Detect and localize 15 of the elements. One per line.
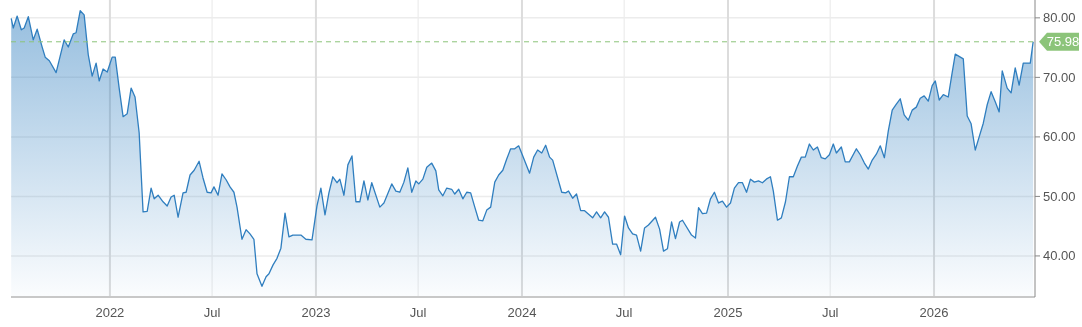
x-tick-label: 2023 [301,305,331,320]
y-tick-label: 40.00 [1043,248,1076,264]
x-tick-label: Jul [615,305,633,320]
y-tick-label: 80.00 [1043,10,1076,26]
x-tick-label: 2026 [919,305,949,320]
x-tick-label: Jul [409,305,427,320]
x-tick-label: 2022 [95,305,125,320]
y-tick-label: 70.00 [1043,69,1076,85]
x-tick-label: 2025 [713,305,743,320]
x-tick-label: Jul [821,305,839,320]
x-tick-label: Jul [203,305,221,320]
x-tick-label: 2024 [507,305,537,320]
ref-line-label: 75.98 [1046,34,1080,50]
y-tick-label: 60.00 [1043,129,1076,145]
y-tick-label: 50.00 [1043,188,1076,204]
